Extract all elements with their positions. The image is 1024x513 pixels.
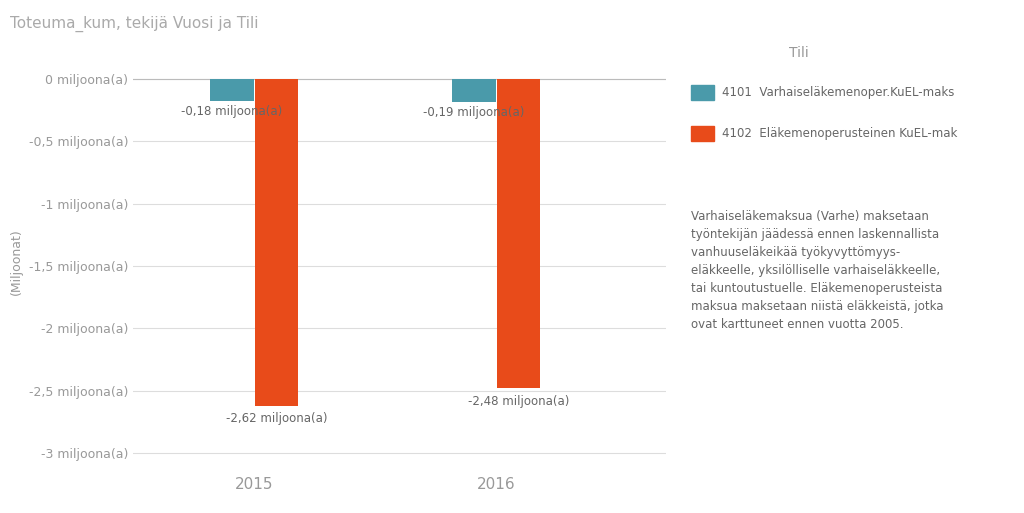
Text: Toteuma_kum, tekijä Vuosi ja Tili: Toteuma_kum, tekijä Vuosi ja Tili — [10, 15, 259, 32]
Text: -2,48 miljoona(a): -2,48 miljoona(a) — [468, 394, 569, 407]
Bar — [255, 79, 298, 406]
Text: 4102  Eläkemenoperusteinen KuEL-mak: 4102 Eläkemenoperusteinen KuEL-mak — [722, 127, 957, 140]
Y-axis label: (Miljoonat): (Miljoonat) — [10, 228, 24, 295]
Text: -0,19 miljoona(a): -0,19 miljoona(a) — [423, 106, 524, 119]
Text: 4101  Varhaiseläkemenoper.KuEL-maks: 4101 Varhaiseläkemenoper.KuEL-maks — [722, 86, 954, 99]
Bar — [497, 79, 541, 388]
Text: Tili: Tili — [788, 46, 809, 60]
Text: -0,18 miljoona(a): -0,18 miljoona(a) — [181, 105, 283, 118]
Text: -2,62 miljoona(a): -2,62 miljoona(a) — [225, 412, 328, 425]
Bar — [452, 79, 496, 103]
Text: Varhaiseläkemaksua (Varhe) maksetaan
työntekijän jäädessä ennen laskennallista
v: Varhaiseläkemaksua (Varhe) maksetaan työ… — [691, 210, 944, 331]
Bar — [210, 79, 254, 101]
